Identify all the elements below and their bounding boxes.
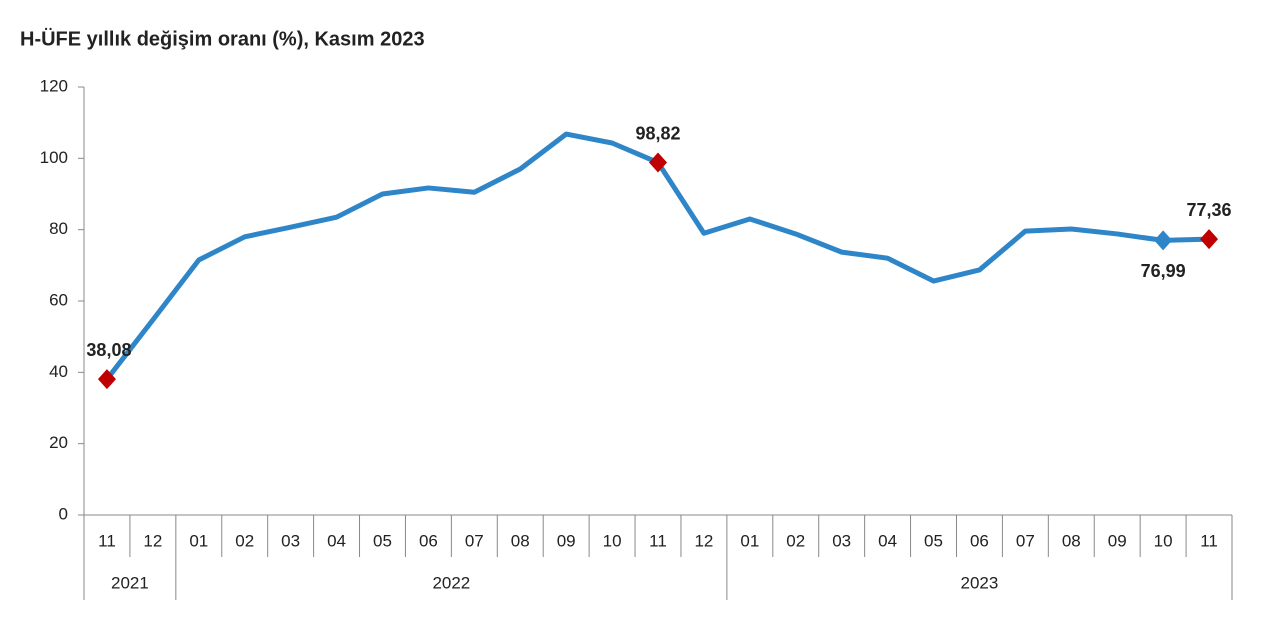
x-tick-label: 02 <box>235 531 254 550</box>
x-tick-label: 06 <box>419 531 438 550</box>
data-marker <box>97 369 116 390</box>
x-tick-label: 07 <box>465 531 484 550</box>
y-tick-label: 80 <box>49 219 68 238</box>
group-label: 2023 <box>961 573 999 592</box>
x-tick-label: 02 <box>786 531 805 550</box>
y-tick-label: 100 <box>40 148 68 167</box>
x-tick-label: 12 <box>694 531 713 550</box>
x-tick-label: 03 <box>832 531 851 550</box>
x-tick-label: 05 <box>373 531 392 550</box>
group-label: 2021 <box>111 573 149 592</box>
x-tick-label: 11 <box>98 531 116 550</box>
x-tick-label: 07 <box>1016 531 1035 550</box>
x-tick-label: 10 <box>1154 531 1173 550</box>
data-marker <box>1200 229 1219 250</box>
x-tick-label: 06 <box>970 531 989 550</box>
x-tick-label: 05 <box>924 531 943 550</box>
x-tick-label: 11 <box>1200 531 1218 550</box>
y-tick-label: 20 <box>49 433 68 452</box>
x-tick-label: 12 <box>143 531 162 550</box>
value-label: 38,08 <box>86 340 131 360</box>
value-label: 77,36 <box>1187 200 1232 220</box>
y-tick-label: 40 <box>49 362 68 381</box>
value-label: 98,82 <box>635 123 680 143</box>
y-tick-label: 120 <box>40 76 68 95</box>
value-label: 76,99 <box>1141 261 1186 281</box>
x-tick-label: 08 <box>1062 531 1081 550</box>
group-label: 2022 <box>432 573 470 592</box>
x-tick-label: 09 <box>557 531 576 550</box>
x-tick-label: 10 <box>603 531 622 550</box>
x-tick-label: 01 <box>740 531 759 550</box>
data-marker <box>649 152 667 173</box>
x-tick-label: 09 <box>1108 531 1127 550</box>
x-tick-label: 03 <box>281 531 300 550</box>
x-tick-label: 04 <box>878 531 897 550</box>
x-tick-label: 08 <box>511 531 530 550</box>
chart-title: H-ÜFE yıllık değişim oranı (%), Kasım 20… <box>20 27 425 50</box>
x-tick-label: 01 <box>189 531 208 550</box>
x-tick-label: 04 <box>327 531 346 550</box>
data-marker <box>1154 230 1173 251</box>
y-tick-label: 60 <box>49 290 68 309</box>
y-tick-label: 0 <box>59 504 68 523</box>
x-tick-label: 11 <box>649 531 667 550</box>
